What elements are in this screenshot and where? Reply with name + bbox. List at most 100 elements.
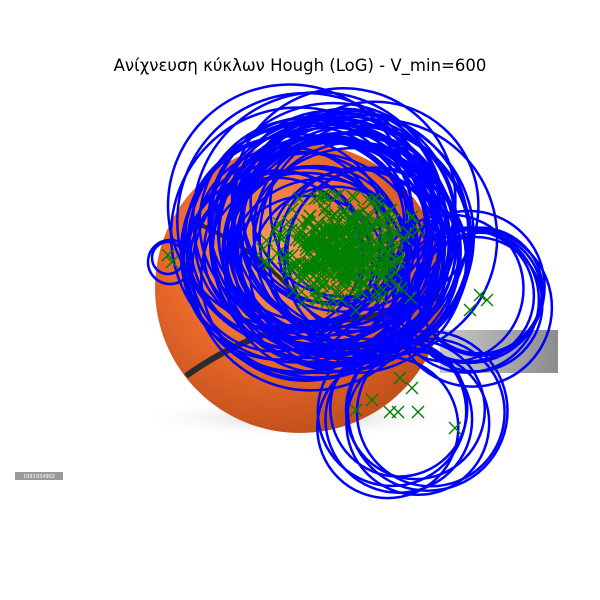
circle-center-marker	[349, 403, 363, 417]
detected-circle	[401, 228, 536, 363]
circle-center-marker	[393, 371, 407, 385]
circle-center-marker	[331, 282, 345, 296]
circle-center-marker	[382, 246, 396, 260]
detected-circle	[239, 115, 457, 333]
circle-center-marker	[347, 190, 361, 204]
watermark: 1991934902	[15, 472, 63, 480]
circle-center-marker	[359, 263, 373, 277]
detected-circle	[150, 240, 186, 276]
circle-center-marker	[342, 221, 356, 235]
circle-center-marker	[361, 208, 375, 222]
circle-center-marker	[380, 228, 394, 242]
detected-circle	[316, 355, 460, 500]
circle-center-marker	[405, 209, 419, 223]
circle-center-marker	[288, 257, 302, 270]
circle-center-marker	[345, 243, 359, 257]
circle-center-marker	[327, 245, 341, 259]
circle-center-marker	[161, 248, 175, 262]
circle-center-marker	[344, 266, 358, 280]
circle-center-marker	[294, 272, 308, 286]
circle-center-marker	[411, 223, 425, 237]
circle-center-marker	[336, 269, 350, 283]
circle-center-marker	[331, 286, 345, 300]
circle-center-marker	[326, 208, 340, 222]
detected-circle	[230, 86, 457, 313]
circle-center-marker	[387, 213, 401, 227]
circle-center-marker	[328, 230, 342, 244]
detected-circle	[355, 337, 506, 488]
circle-center-marker	[346, 231, 360, 245]
circle-center-marker	[303, 209, 317, 223]
circle-center-marker	[357, 276, 371, 290]
circle-center-marker	[401, 226, 415, 240]
detected-circle	[316, 336, 468, 488]
circle-center-marker	[357, 203, 370, 217]
circle-center-marker	[361, 239, 375, 253]
circle-center-marker	[269, 222, 283, 236]
circle-center-marker	[285, 202, 299, 216]
circle-center-marker	[356, 274, 370, 288]
circle-center-marker	[391, 254, 405, 268]
circle-center-marker	[389, 279, 403, 293]
circle-center-marker	[336, 251, 350, 265]
circle-center-marker	[375, 291, 389, 305]
circle-center-marker	[276, 251, 290, 265]
circle-center-marker	[394, 281, 408, 295]
circle-center-marker	[294, 224, 308, 238]
circle-center-marker	[377, 207, 391, 221]
circle-center-marker	[357, 229, 371, 243]
circle-center-marker	[411, 405, 425, 419]
detected-circle	[391, 209, 546, 365]
detected-circle	[146, 238, 194, 286]
circle-center-marker	[257, 255, 271, 269]
circle-center-marker	[259, 233, 273, 247]
circle-center-marker	[391, 405, 405, 419]
circle-centers	[161, 188, 494, 435]
circle-center-marker	[292, 192, 306, 206]
circle-center-marker	[379, 254, 393, 268]
circle-center-marker	[295, 296, 309, 310]
circle-center-marker	[303, 256, 317, 270]
circle-center-marker	[348, 213, 362, 227]
circle-center-marker	[480, 293, 494, 307]
circle-center-marker	[280, 261, 294, 275]
detected-circle	[346, 329, 509, 492]
circle-center-marker	[374, 268, 388, 282]
circle-center-marker	[359, 216, 373, 230]
detected-circles	[146, 83, 554, 500]
circle-center-marker	[368, 192, 381, 206]
circle-center-marker	[319, 208, 333, 222]
circle-center-marker	[318, 297, 332, 311]
circle-center-marker	[317, 277, 331, 290]
circle-center-marker	[391, 226, 405, 240]
circle-center-marker	[349, 260, 363, 274]
circle-center-marker	[389, 266, 403, 280]
circle-center-marker	[322, 268, 336, 282]
circle-center-marker	[376, 283, 390, 297]
circle-center-marker	[318, 195, 332, 209]
circle-center-marker	[270, 246, 284, 260]
circle-center-marker	[321, 257, 335, 271]
circle-center-marker	[286, 284, 300, 298]
circle-center-marker	[324, 232, 338, 246]
circle-center-marker	[306, 270, 320, 284]
circle-center-marker	[363, 262, 377, 276]
circle-center-marker	[360, 243, 374, 257]
circle-center-marker	[339, 281, 353, 295]
detected-circle	[268, 100, 480, 312]
circle-center-marker	[392, 251, 406, 265]
circle-center-marker	[256, 242, 270, 256]
circle-center-marker	[328, 189, 342, 203]
circle-center-marker	[310, 222, 324, 236]
circle-center-marker	[376, 228, 390, 242]
circle-center-marker	[473, 288, 487, 302]
circle-center-marker	[309, 283, 323, 297]
circle-center-marker	[375, 217, 389, 231]
detected-circle	[232, 122, 439, 329]
circle-center-marker	[405, 381, 419, 395]
circle-center-marker	[297, 230, 311, 244]
figure-title: Ανίχνευση κύκλων Hough (LoG) - V_min=600	[113, 56, 487, 75]
circle-center-marker	[326, 293, 340, 307]
circle-center-marker	[448, 421, 462, 435]
